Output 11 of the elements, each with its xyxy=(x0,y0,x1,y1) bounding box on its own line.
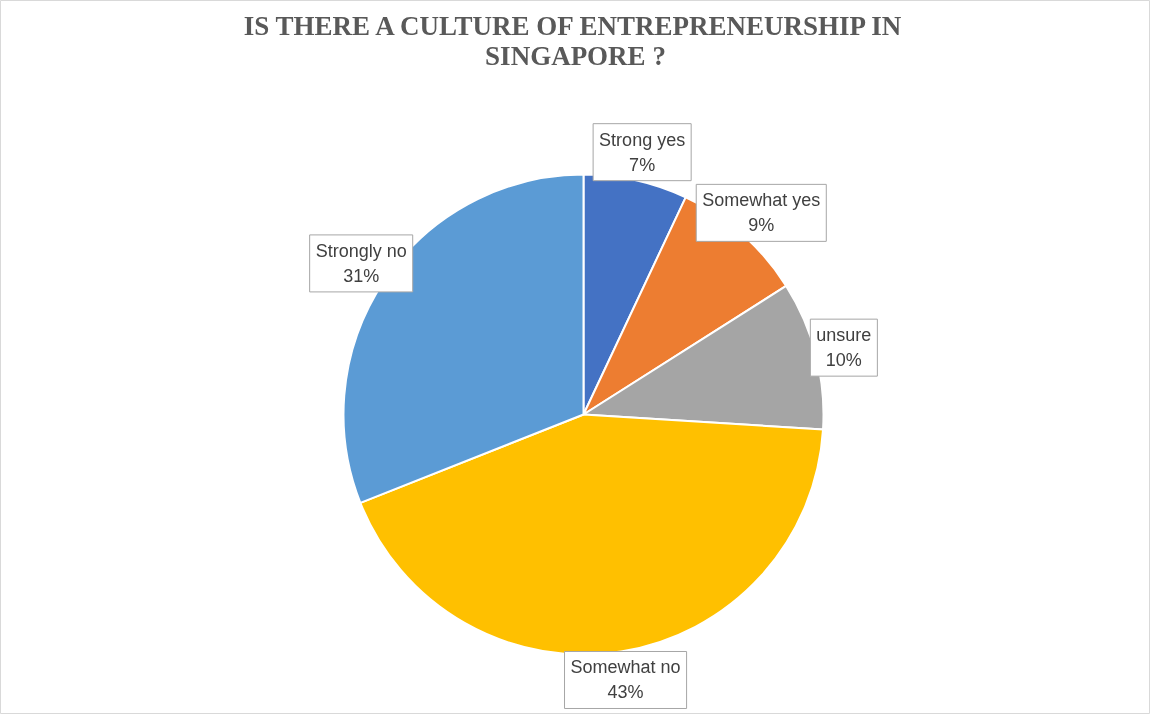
data-label: 10% xyxy=(825,350,862,371)
slice-label: Somewhat yes xyxy=(702,190,821,211)
slice-label: Strong yes xyxy=(599,129,686,150)
slice-label: Strongly no xyxy=(315,240,407,261)
data-label: 7% xyxy=(629,154,656,175)
data-label: 43% xyxy=(607,682,644,703)
slice-label: Somewhat no xyxy=(570,657,681,678)
data-label: 9% xyxy=(748,215,775,236)
slice-label: unsure xyxy=(816,325,872,346)
chart-title: IS THERE A CULTURE OF ENTREPRENEURSHIP IN SINGAPORE ? xyxy=(243,10,902,71)
data-label: 31% xyxy=(343,265,380,286)
